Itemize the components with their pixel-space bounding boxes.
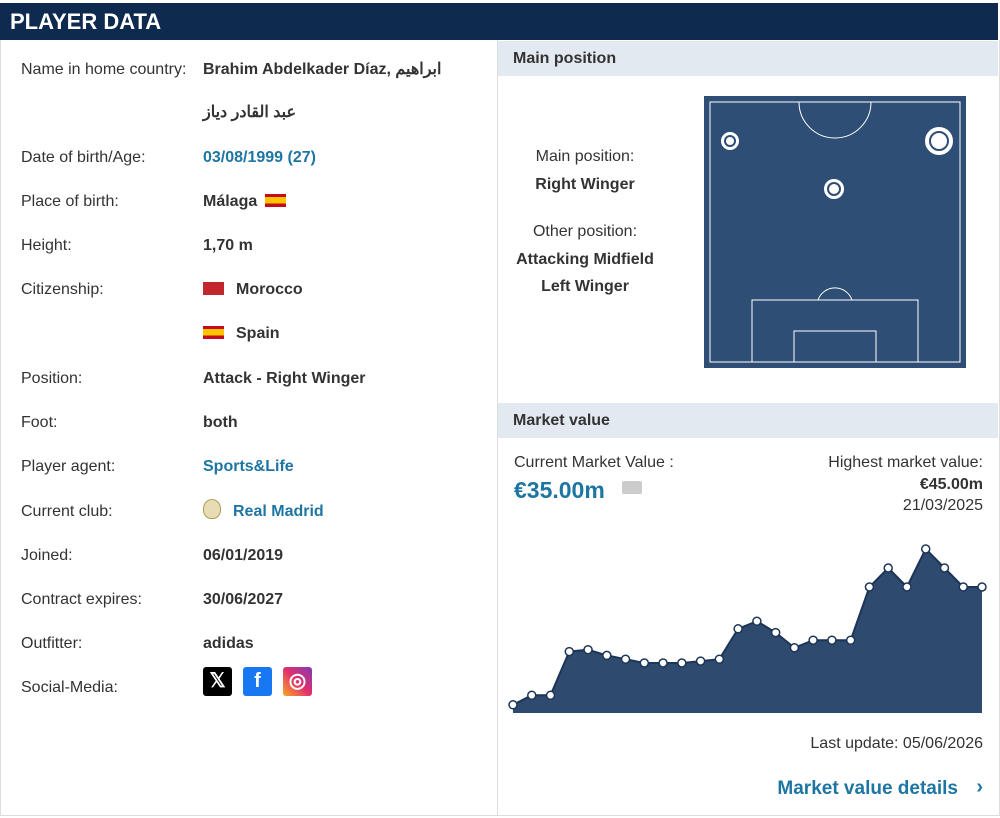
details-link[interactable]: Market value details (777, 778, 958, 799)
highest-value-label: Highest market value: (828, 454, 983, 471)
current-value: €35.00m (514, 477, 605, 503)
highest-value: €45.00m (919, 476, 983, 493)
row-value[interactable]: Sports&Life (203, 445, 294, 489)
row-value: 06/01/2019 (203, 534, 283, 578)
icon (203, 326, 224, 339)
point (752, 616, 762, 626)
value-text: Morocco (236, 281, 303, 298)
current-value-label: Current Market Value : (514, 454, 674, 471)
row-label: Place of birth: (21, 193, 119, 210)
row-label: Player agent: (21, 458, 116, 475)
point (883, 563, 893, 573)
point (508, 700, 518, 710)
highest-date: 21/03/2025 (902, 497, 983, 514)
point (677, 658, 687, 668)
area (513, 549, 998, 713)
row-value: Brahim Abdelkader Díaz, ابراهيم عبد القا… (203, 48, 465, 134)
row-label: Social-Media: (21, 679, 118, 696)
point (583, 644, 593, 655)
point (658, 658, 668, 668)
divider (497, 40, 498, 816)
facebook-icon[interactable]: f (243, 667, 272, 696)
other-position: Left Winger (541, 278, 629, 295)
row-label: Citizenship: (21, 281, 104, 298)
row-value[interactable]: Real Madrid (203, 490, 324, 534)
pitch (704, 96, 966, 368)
value-text[interactable]: Real Madrid (233, 503, 324, 520)
value-text: Attack - Right Winger (203, 370, 366, 387)
point (808, 635, 818, 645)
row-value: Málaga (203, 180, 287, 224)
point (939, 563, 950, 573)
point (639, 658, 650, 668)
section-title: Main position (498, 41, 998, 76)
icon (265, 194, 287, 207)
row-label: Contract expires: (21, 591, 142, 608)
last-update: Last update: 05/06/2026 (810, 735, 983, 752)
value-text: 30/06/2027 (203, 591, 284, 608)
comment-icon (622, 481, 642, 494)
point (920, 544, 931, 554)
point (527, 690, 537, 701)
row-label: Current club: (21, 503, 113, 520)
row-label: Height: (21, 237, 72, 254)
row-label: Foot: (21, 414, 58, 431)
value-text: Brahim Abdelkader Díaz, ابراهيم عبد القا… (203, 61, 442, 121)
row-value: Spain (203, 312, 280, 356)
instagram-icon[interactable]: ◎ (283, 667, 312, 696)
row-value: 1,70 m (203, 224, 253, 268)
point (714, 654, 725, 664)
point (845, 635, 856, 645)
row-value: both (203, 401, 238, 445)
row-value: Morocco (203, 268, 303, 312)
point (545, 690, 556, 701)
row-label: Position: (21, 370, 83, 387)
value-text[interactable]: Sports&Life (203, 458, 294, 475)
point (864, 582, 875, 592)
icon (203, 282, 224, 295)
row-value: adidas (203, 622, 254, 666)
point (602, 650, 612, 661)
main-position: Right Winger (535, 176, 635, 193)
point (789, 643, 800, 653)
value-text: Málaga (203, 193, 258, 210)
header-title: PLAYER DATA (0, 3, 998, 40)
market-value-chart (508, 544, 998, 713)
point (564, 646, 575, 657)
x-icon[interactable]: 𝕏 (203, 667, 232, 696)
value-text: Spain (236, 325, 280, 342)
other-position: Attacking Midfield (516, 251, 654, 268)
point (827, 635, 837, 645)
section-title: Market value (498, 403, 998, 438)
icon (203, 499, 221, 519)
chevron[interactable]: › (976, 776, 983, 798)
row-label: Date of birth/Age: (21, 149, 146, 166)
point (902, 582, 912, 592)
value-text[interactable]: 03/08/1999 (27) (203, 149, 316, 166)
main-position-label: Main position: (535, 148, 635, 165)
point (733, 624, 743, 634)
value-text: 06/01/2019 (203, 547, 284, 564)
value-text: both (203, 414, 238, 431)
row-label: Joined: (21, 547, 73, 564)
point (977, 582, 987, 592)
row-value: 30/06/2027 (203, 578, 283, 622)
value-text: adidas (203, 635, 254, 652)
point (770, 627, 781, 638)
point (620, 654, 631, 664)
row-value[interactable]: 03/08/1999 (27) (203, 136, 316, 180)
row-label: Name in home country: (21, 61, 187, 78)
value-text: 1,70 m (203, 237, 253, 254)
point (695, 656, 706, 666)
row-label: Outfitter: (21, 635, 83, 652)
point (958, 582, 968, 592)
row-value: Attack - Right Winger (203, 357, 366, 401)
other-position-label: Other position: (532, 223, 638, 240)
